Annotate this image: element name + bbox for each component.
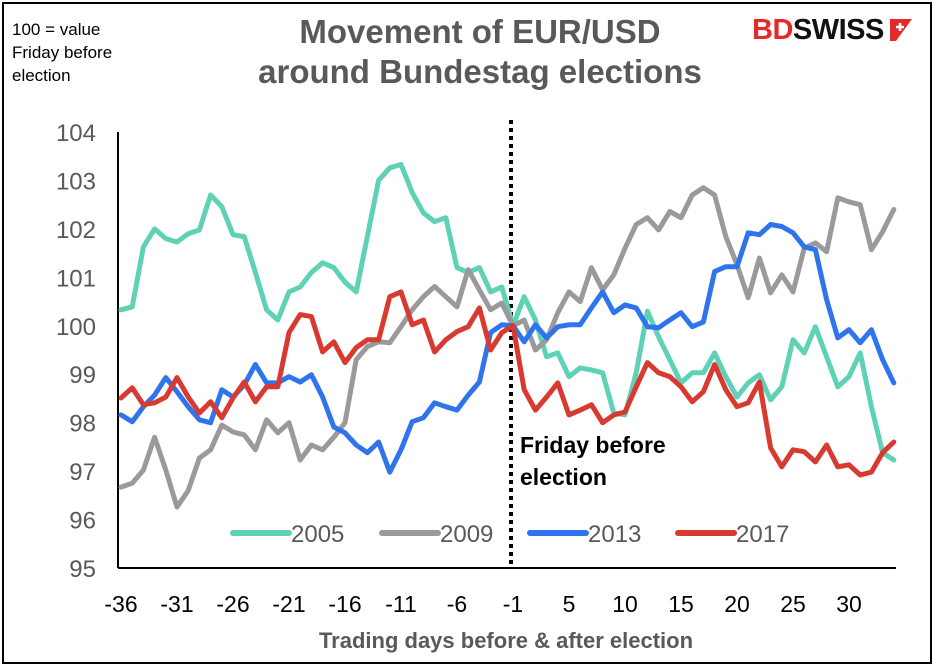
title-line: around Bundestag elections xyxy=(258,53,702,90)
y-tick-label: 103 xyxy=(56,168,96,195)
y-tick-label: 98 xyxy=(69,411,96,438)
legend-label: 2017 xyxy=(736,521,789,548)
series-line-2017 xyxy=(118,289,897,478)
series-line-2009 xyxy=(118,185,897,510)
x-tick-label: 10 xyxy=(612,591,638,617)
x-tick-label: -31 xyxy=(160,591,193,617)
legend-label: 2009 xyxy=(440,521,493,548)
x-tick-label: 5 xyxy=(563,591,576,617)
bdswiss-logo: BDSWISS xyxy=(752,14,912,47)
title-line: Movement of EUR/USD xyxy=(299,13,661,50)
x-tick-label: -36 xyxy=(104,591,137,617)
x-tick-label: 30 xyxy=(836,591,862,617)
series-line-2013 xyxy=(118,222,897,475)
x-axis-title: Trading days before & after election xyxy=(319,628,693,653)
x-tick-label: -16 xyxy=(328,591,361,617)
x-tick-label: -11 xyxy=(385,591,417,617)
y-tick-label: 101 xyxy=(56,265,96,292)
legend-label: 2005 xyxy=(291,521,344,548)
x-tick-label: -21 xyxy=(272,591,305,617)
swiss-flag-icon xyxy=(889,19,912,41)
x-tick-label: -1 xyxy=(503,591,523,617)
y-tick-label: 104 xyxy=(56,120,96,147)
x-tick-label: -6 xyxy=(447,591,467,617)
legend-label: 2013 xyxy=(588,521,641,548)
x-tick-label: 25 xyxy=(780,591,806,617)
x-tick-label: 20 xyxy=(724,591,750,617)
y-tick-label: 100 xyxy=(56,314,96,341)
note-line: 100 = value xyxy=(12,20,101,39)
note-line: Friday before xyxy=(12,43,113,62)
note-line: election xyxy=(12,66,71,85)
index-note: 100 = value Friday before election xyxy=(12,18,192,87)
x-tick-label: 15 xyxy=(668,591,694,617)
series-line-2005 xyxy=(118,162,897,463)
y-tick-label: 96 xyxy=(69,508,96,535)
chart-title: Movement of EUR/USD around Bundestag ele… xyxy=(180,12,780,92)
chart-frame xyxy=(2,2,932,664)
y-tick-label: 99 xyxy=(69,362,96,389)
annotation-label: Friday before xyxy=(520,432,666,458)
y-tick-label: 95 xyxy=(69,556,96,583)
y-tick-label: 97 xyxy=(69,459,96,486)
x-tick-label: -26 xyxy=(216,591,249,617)
annotation-label: election xyxy=(520,464,607,490)
y-tick-label: 102 xyxy=(56,217,96,244)
